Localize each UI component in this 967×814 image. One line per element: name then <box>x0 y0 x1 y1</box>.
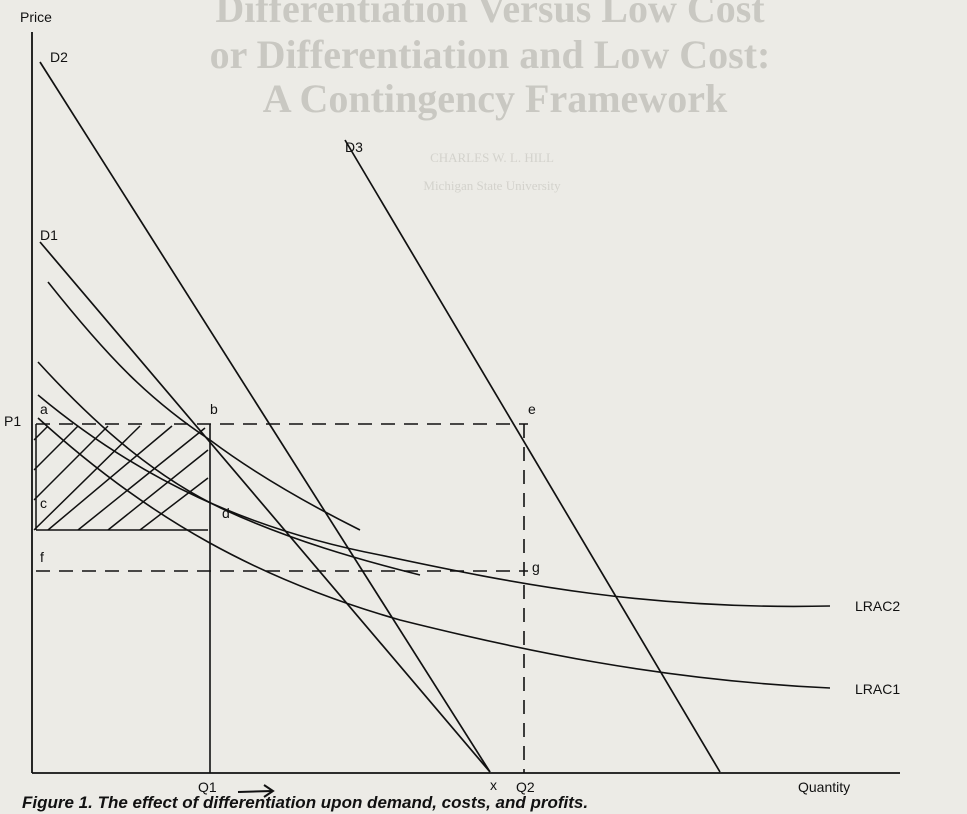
mr-curve-upper <box>47 281 361 531</box>
d1-curve <box>39 241 491 773</box>
x-label: x <box>490 777 497 793</box>
ghost-affiliation: Michigan State University <box>423 178 561 193</box>
point-d-label: d <box>222 505 230 521</box>
demand-curves <box>39 61 721 773</box>
p1-label: P1 <box>4 413 21 429</box>
background-page-text: Differentiation Versus Low Cost or Diffe… <box>210 0 771 193</box>
lrac1-curve <box>37 417 831 689</box>
point-c-label: c <box>40 495 47 511</box>
point-e-label: e <box>528 401 536 417</box>
d2-label: D2 <box>50 49 68 65</box>
d2-curve <box>39 61 491 773</box>
ghost-title-line-3: A Contingency Framework <box>263 76 728 121</box>
d3-label: D3 <box>345 139 363 155</box>
lrac1-label: LRAC1 <box>855 681 900 697</box>
y-axis-label: Price <box>20 9 52 25</box>
ghost-title-line-1: Differentiation Versus Low Cost <box>215 0 765 31</box>
point-b-label: b <box>210 401 218 417</box>
q2-label: Q2 <box>516 779 535 795</box>
lrac2-label: LRAC2 <box>855 598 900 614</box>
ghost-title-line-2: or Differentiation and Low Cost: <box>210 32 771 77</box>
d1-label: D1 <box>40 227 58 243</box>
ghost-author: CHARLES W. L. HILL <box>430 150 554 165</box>
axes <box>31 32 900 774</box>
x-axis-label: Quantity <box>798 779 850 795</box>
point-f-label: f <box>40 549 44 565</box>
increase-arrow <box>237 784 275 798</box>
dashed-lines <box>36 423 528 773</box>
d3-curve <box>344 139 721 773</box>
hatched-area <box>33 424 209 531</box>
lrac2-curve <box>37 394 831 608</box>
figure-caption: Figure 1. The effect of differentiation … <box>22 793 588 812</box>
mr-curve-lower <box>37 361 421 576</box>
cost-curves <box>37 281 831 689</box>
q1-label: Q1 <box>198 779 217 795</box>
point-a-label: a <box>40 401 48 417</box>
point-g-label: g <box>532 559 540 575</box>
